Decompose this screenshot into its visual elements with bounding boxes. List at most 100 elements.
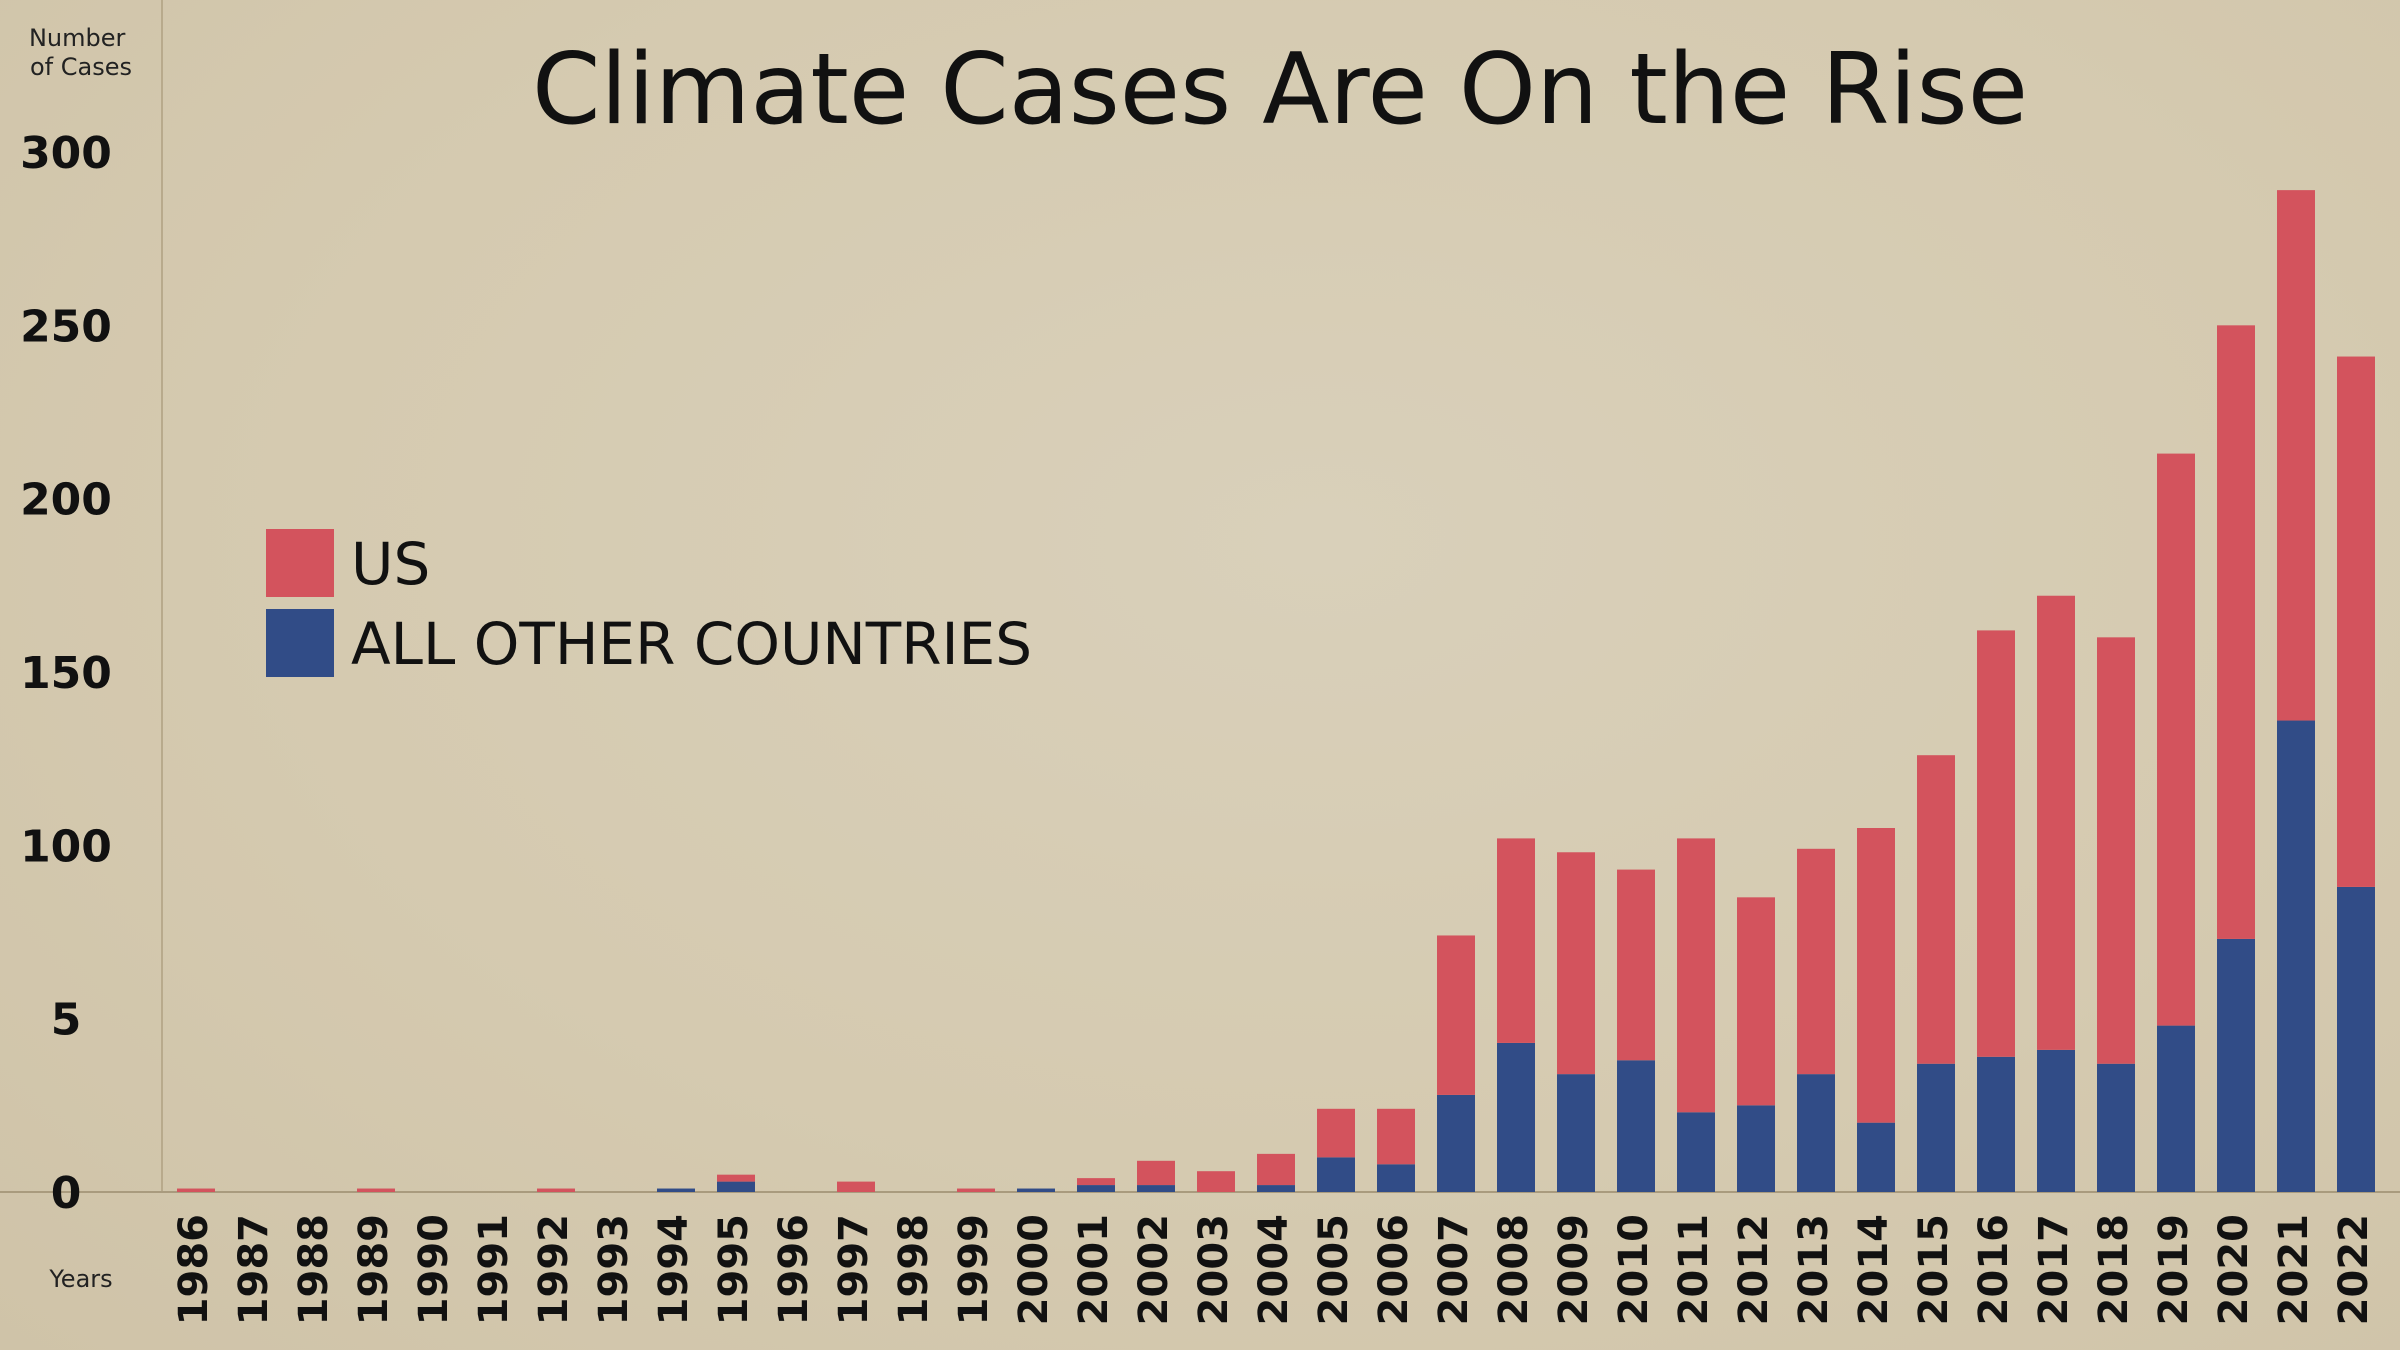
- x-tick-label: 1988: [291, 1214, 337, 1325]
- x-tick-label: 2018: [2091, 1214, 2137, 1325]
- x-axis-label: Years: [48, 1265, 112, 1293]
- bar-us-2008: [1497, 838, 1535, 1043]
- bar-other-countries-2018: [2097, 1063, 2135, 1192]
- bar-us-2001: [1077, 1178, 1115, 1186]
- y-tick-label: 5: [51, 995, 82, 1046]
- x-tick-label: 1990: [411, 1214, 457, 1325]
- x-tick-label: 2002: [1131, 1214, 1177, 1325]
- bar-other-countries-2011: [1677, 1112, 1715, 1192]
- x-tick-label: 1987: [231, 1214, 277, 1325]
- x-tick-label: 2003: [1191, 1214, 1237, 1325]
- x-tick-label: 2007: [1431, 1214, 1477, 1325]
- bar-other-countries-2012: [1737, 1105, 1775, 1192]
- x-tick-label: 1994: [651, 1214, 697, 1325]
- y-axis-label: Number of Cases: [29, 24, 133, 81]
- bar-other-countries-2020: [2217, 938, 2255, 1192]
- legend-swatch: [266, 609, 334, 677]
- bar-us-2021: [2277, 190, 2315, 721]
- legend-label: US: [351, 530, 430, 598]
- bar-other-countries-2002: [1137, 1185, 1175, 1192]
- bar-us-1989: [357, 1188, 395, 1192]
- bar-other-countries-2005: [1317, 1157, 1355, 1192]
- bar-other-countries-2007: [1437, 1094, 1475, 1192]
- x-tick-label: 2005: [1311, 1214, 1357, 1325]
- y-tick-label: 100: [20, 821, 112, 872]
- x-tick-label: 1989: [351, 1214, 397, 1325]
- x-tick-label: 2009: [1551, 1214, 1597, 1325]
- bar-other-countries-1995: [717, 1181, 755, 1192]
- bar-us-1986: [177, 1188, 215, 1192]
- bar-us-2014: [1857, 828, 1895, 1123]
- y-tick-label: 150: [20, 648, 112, 699]
- x-tick-label: 2017: [2031, 1214, 2077, 1325]
- bar-us-2017: [2037, 595, 2075, 1050]
- y-tick-label: 300: [20, 128, 112, 179]
- bar-us-2009: [1557, 852, 1595, 1075]
- x-tick-label: 2011: [1671, 1214, 1717, 1325]
- x-tick-label: 1986: [171, 1214, 217, 1325]
- x-tick-label: 2004: [1251, 1214, 1297, 1325]
- y-tick-label: 0: [51, 1168, 82, 1219]
- bar-other-countries-2008: [1497, 1042, 1535, 1192]
- x-ticks: 1986 1987 1988 1989 1990 1991 1992 1993 1994 1995…: [171, 1214, 2377, 1325]
- bar-other-countries-2000: [1017, 1188, 1055, 1192]
- bar-other-countries-2016: [1977, 1056, 2015, 1192]
- y-tick-label: 200: [20, 475, 112, 526]
- bar-us-2012: [1737, 897, 1775, 1106]
- legend: US ALL OTHER COUNTRIES: [266, 529, 1032, 678]
- bar-other-countries-2004: [1257, 1185, 1295, 1192]
- x-tick-label: 2010: [1611, 1214, 1657, 1325]
- x-tick-label: 1996: [771, 1214, 817, 1325]
- bar-us-2004: [1257, 1153, 1295, 1186]
- x-tick-label: 1991: [471, 1214, 517, 1325]
- bar-other-countries-2010: [1617, 1060, 1655, 1192]
- bar-us-2022: [2337, 356, 2375, 887]
- x-tick-label: 1993: [591, 1214, 637, 1325]
- bar-us-2016: [1977, 630, 2015, 1057]
- bar-us-2015: [1917, 755, 1955, 1064]
- x-tick-label: 2006: [1371, 1214, 1417, 1325]
- bar-other-countries-2015: [1917, 1063, 1955, 1192]
- bar-us-2003: [1197, 1171, 1235, 1192]
- bar-other-countries-2022: [2337, 886, 2375, 1192]
- bar-us-2005: [1317, 1108, 1355, 1158]
- y-axis-label-line-1: Number: [29, 24, 126, 52]
- x-tick-label: 2013: [1791, 1214, 1837, 1325]
- bar-other-countries-2021: [2277, 720, 2315, 1192]
- bar-us-2020: [2217, 325, 2255, 939]
- bar-us-2010: [1617, 869, 1655, 1061]
- bar-other-countries-2013: [1797, 1074, 1835, 1192]
- x-tick-label: 2000: [1011, 1214, 1057, 1325]
- bar-us-2011: [1677, 838, 1715, 1113]
- bar-us-2006: [1377, 1108, 1415, 1165]
- y-axis-label-line-2: of Cases: [30, 53, 132, 81]
- x-tick-label: 1992: [531, 1214, 577, 1325]
- chart-title: Climate Cases Are On the Rise: [532, 33, 2028, 147]
- bar-us-2013: [1797, 848, 1835, 1075]
- bar-us-1995: [717, 1174, 755, 1182]
- bar-us-2019: [2157, 453, 2195, 1026]
- legend-swatch: [266, 529, 334, 597]
- x-tick-label: 2012: [1731, 1214, 1777, 1325]
- bar-us-1997: [837, 1181, 875, 1192]
- bar-other-countries-2017: [2037, 1049, 2075, 1192]
- bar-other-countries-2001: [1077, 1185, 1115, 1192]
- x-tick-label: 2019: [2151, 1214, 2197, 1325]
- x-tick-label: 2015: [1911, 1214, 1957, 1325]
- x-tick-label: 2008: [1491, 1214, 1537, 1325]
- x-tick-label: 2022: [2331, 1214, 2377, 1325]
- bar-us-2018: [2097, 637, 2135, 1064]
- legend-label: ALL OTHER COUNTRIES: [351, 610, 1032, 678]
- bar-us-1999: [957, 1188, 995, 1192]
- bar-us-2007: [1437, 935, 1475, 1095]
- bar-other-countries-2019: [2157, 1025, 2195, 1192]
- x-tick-label: 2021: [2271, 1214, 2317, 1325]
- bar-other-countries-2009: [1557, 1074, 1595, 1192]
- bar-other-countries-1994: [657, 1188, 695, 1192]
- bars: [177, 190, 2375, 1192]
- y-ticks: 0 5 100 150 200 250 300: [20, 128, 112, 1219]
- y-tick-label: 250: [20, 301, 112, 352]
- x-tick-label: 2001: [1071, 1214, 1117, 1325]
